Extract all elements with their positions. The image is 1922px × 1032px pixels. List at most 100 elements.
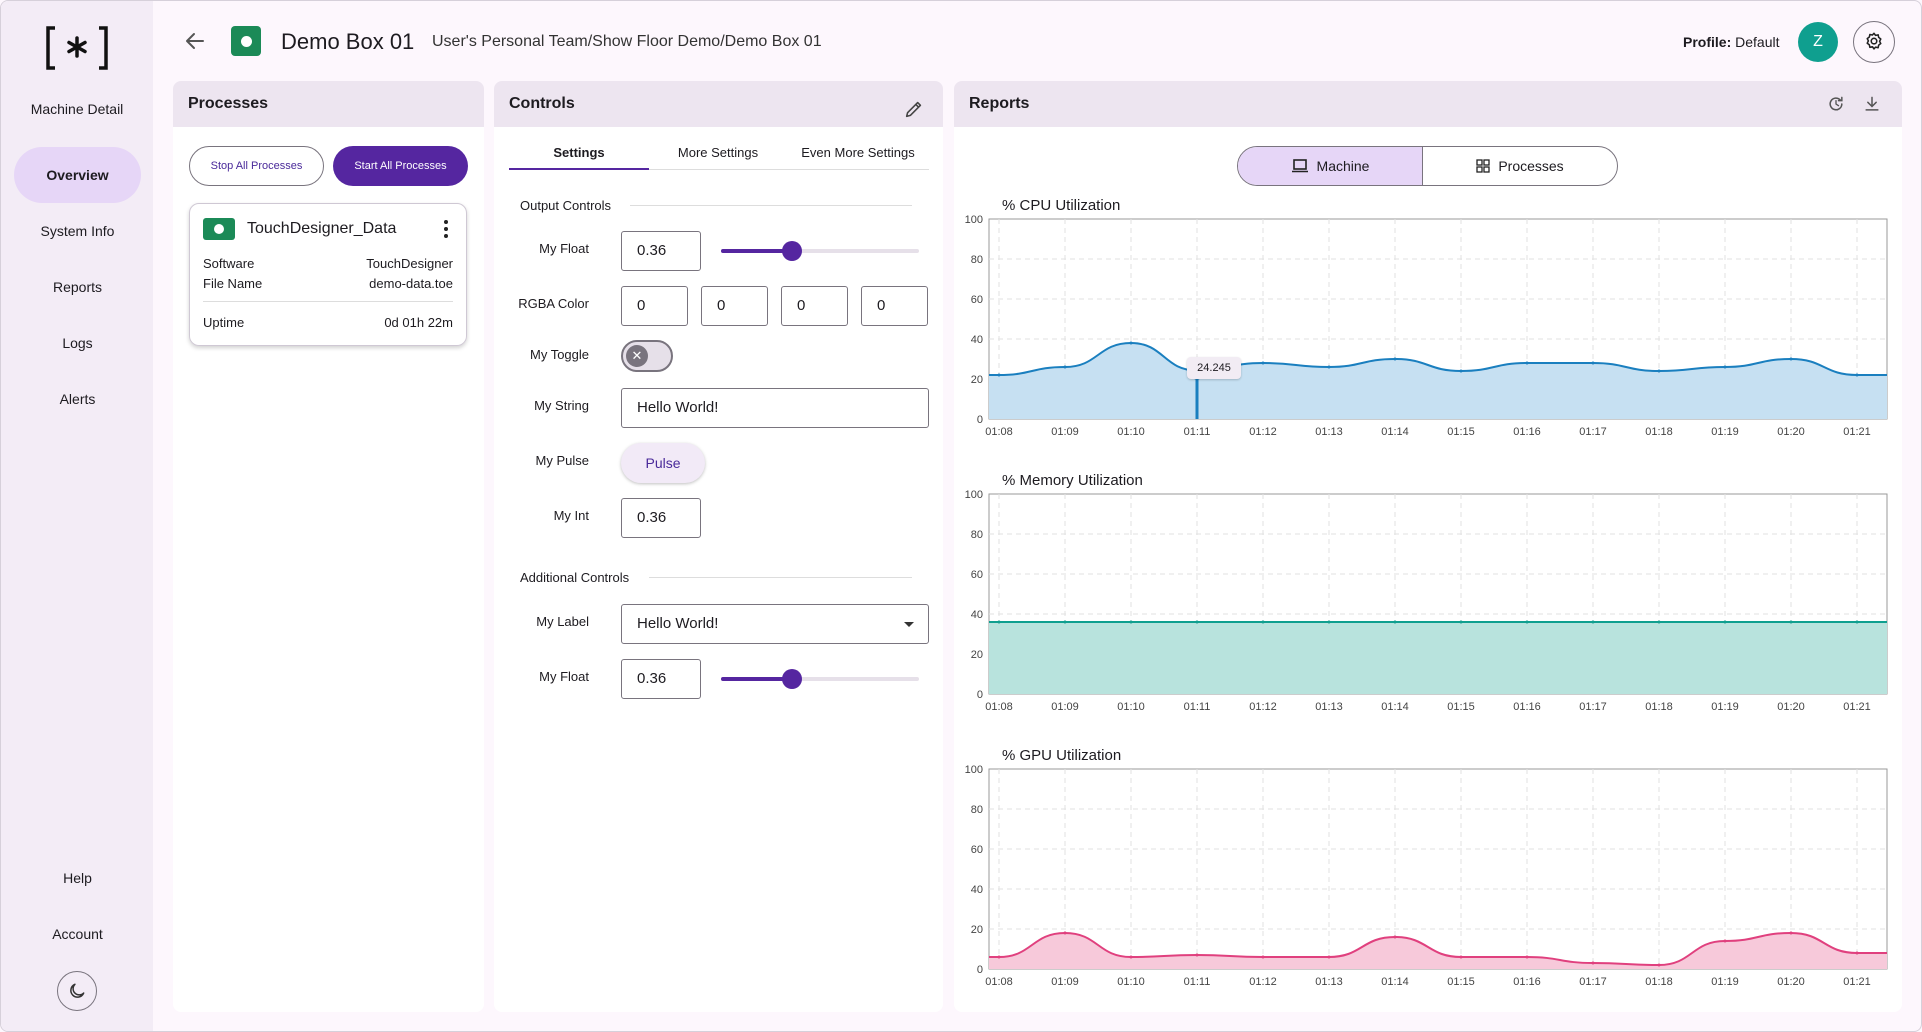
process-card[interactable]: TouchDesigner_Data Software TouchDesigne…: [189, 203, 467, 346]
reports-panel-header: Reports: [954, 81, 1902, 127]
series-area: [989, 933, 1887, 969]
data-point: [1855, 951, 1859, 955]
x-tick-label: 01:15: [1447, 426, 1475, 435]
chart-tooltip: 24.245: [1187, 357, 1241, 379]
edit-button[interactable]: [903, 93, 925, 118]
my-label-select[interactable]: Hello World!: [621, 604, 929, 644]
y-tick-label: 80: [971, 254, 983, 266]
profile-selector[interactable]: Profile: Default: [1683, 34, 1779, 50]
process-uptime-row: Uptime 0d 01h 22m: [203, 315, 453, 330]
slider-thumb[interactable]: [782, 669, 803, 689]
my-string-input[interactable]: Hello World!: [621, 388, 929, 428]
processes-panel-title: Processes: [173, 81, 484, 127]
x-tick-label: 01:12: [1249, 701, 1277, 710]
theme-toggle-button[interactable]: [57, 971, 97, 1011]
process-name: TouchDesigner_Data: [247, 220, 397, 237]
x-tick-label: 01:18: [1645, 976, 1673, 985]
app-logo[interactable]: [45, 25, 109, 71]
avatar[interactable]: Z: [1798, 22, 1838, 62]
data-point: [1657, 963, 1661, 967]
gpu-chart-title: % GPU Utilization: [1002, 747, 1122, 764]
my-toggle-label: My Toggle: [529, 347, 589, 362]
my-float-slider[interactable]: [721, 241, 919, 261]
cpu-chart-title: % CPU Utilization: [1002, 197, 1121, 214]
sidebar-item-help[interactable]: Help: [63, 870, 92, 886]
segment-machine[interactable]: Machine: [1238, 147, 1423, 185]
y-tick-label: 80: [971, 804, 983, 816]
my-float-input[interactable]: 0.36: [621, 231, 701, 271]
slider-track: [721, 249, 919, 253]
sidebar-item-system-info[interactable]: System Info: [40, 223, 115, 239]
slider-track: [721, 677, 919, 681]
tab-settings[interactable]: Settings: [509, 136, 649, 170]
data-point: [1393, 935, 1397, 939]
x-tick-label: 01:16: [1513, 976, 1541, 985]
slider-thumb[interactable]: [782, 241, 803, 261]
more-vert-icon[interactable]: [438, 218, 454, 240]
reports-panel-title: Reports: [969, 95, 1030, 112]
my-toggle-switch[interactable]: ✕: [621, 340, 673, 372]
settings-button[interactable]: [1853, 21, 1895, 63]
data-point: [1393, 620, 1397, 624]
back-button[interactable]: [181, 27, 209, 55]
y-tick-label: 100: [965, 489, 983, 501]
data-point: [1459, 369, 1463, 373]
x-tick-label: 01:10: [1117, 976, 1145, 985]
my-int-input[interactable]: 0.36: [621, 498, 701, 538]
rgba-a-input[interactable]: 0: [861, 286, 928, 326]
plot-area: [988, 768, 1888, 970]
sidebar-item-overview[interactable]: Overview: [14, 147, 141, 203]
x-tick-label: 01:17: [1579, 976, 1607, 985]
x-tick-label: 01:09: [1051, 426, 1079, 435]
rgba-b-input[interactable]: 0: [781, 286, 848, 326]
pulse-button[interactable]: Pulse: [621, 443, 705, 483]
x-tick-label: 01:20: [1777, 426, 1805, 435]
data-point: [1261, 620, 1265, 624]
sidebar-item-alerts[interactable]: Alerts: [59, 391, 96, 407]
data-point: [1789, 357, 1793, 361]
y-tick-label: 40: [971, 884, 983, 896]
tab-even-more-settings[interactable]: Even More Settings: [801, 145, 915, 160]
data-point: [1327, 620, 1331, 624]
x-tick-label: 01:10: [1117, 426, 1145, 435]
memory-utilization-chart: 0 20 40 60 80 100 01:08 01:09 01:10 01:11 01:12 01:…: [965, 489, 1888, 710]
x-tick-label: 01:11: [1184, 976, 1211, 985]
x-tick-label: 01:17: [1579, 701, 1607, 710]
rgba-r-input[interactable]: 0: [621, 286, 688, 326]
data-point: [1129, 955, 1133, 959]
my-float2-input[interactable]: 0.36: [621, 659, 701, 699]
start-all-processes-button[interactable]: Start All Processes: [333, 146, 468, 186]
sidebar-item-reports[interactable]: Reports: [52, 279, 103, 295]
x-tick-label: 01:08: [985, 426, 1013, 435]
segment-processes-label: Processes: [1498, 158, 1564, 174]
sidebar-item-account[interactable]: Account: [52, 926, 103, 942]
data-point: [1459, 955, 1463, 959]
file-name-label: File Name: [203, 276, 263, 291]
my-pulse-label: My Pulse: [535, 453, 589, 468]
sidebar-item-logs[interactable]: Logs: [62, 335, 93, 351]
additional-controls-heading: Additional Controls: [520, 570, 630, 585]
x-tick-label: 01:08: [985, 976, 1013, 985]
stop-all-processes-button[interactable]: Stop All Processes: [189, 146, 324, 186]
report-type-toggle: Machine Processes: [1237, 146, 1618, 186]
download-button[interactable]: [1860, 92, 1884, 116]
x-tick-label: 01:08: [985, 701, 1013, 710]
rgba-g-input[interactable]: 0: [701, 286, 768, 326]
refresh-button[interactable]: [1824, 92, 1848, 116]
segment-processes[interactable]: Processes: [1423, 147, 1617, 185]
my-float2-slider[interactable]: [721, 669, 919, 689]
process-file-row: File Name demo-data.toe: [203, 276, 453, 291]
my-string-label: My String: [534, 398, 589, 413]
uptime-value: 0d 01h 22m: [384, 315, 453, 330]
series-area: [989, 622, 1887, 694]
x-tick-label: 01:20: [1777, 976, 1805, 985]
data-point: [1855, 373, 1859, 377]
x-tick-label: 01:13: [1315, 426, 1343, 435]
data-point: [1657, 369, 1661, 373]
reports-panel: Reports Machine: [954, 81, 1902, 1012]
data-point: [1591, 620, 1595, 624]
x-tick-label: 01:16: [1513, 701, 1541, 710]
tab-more-settings[interactable]: More Settings: [677, 145, 759, 160]
data-point: [1063, 931, 1067, 935]
